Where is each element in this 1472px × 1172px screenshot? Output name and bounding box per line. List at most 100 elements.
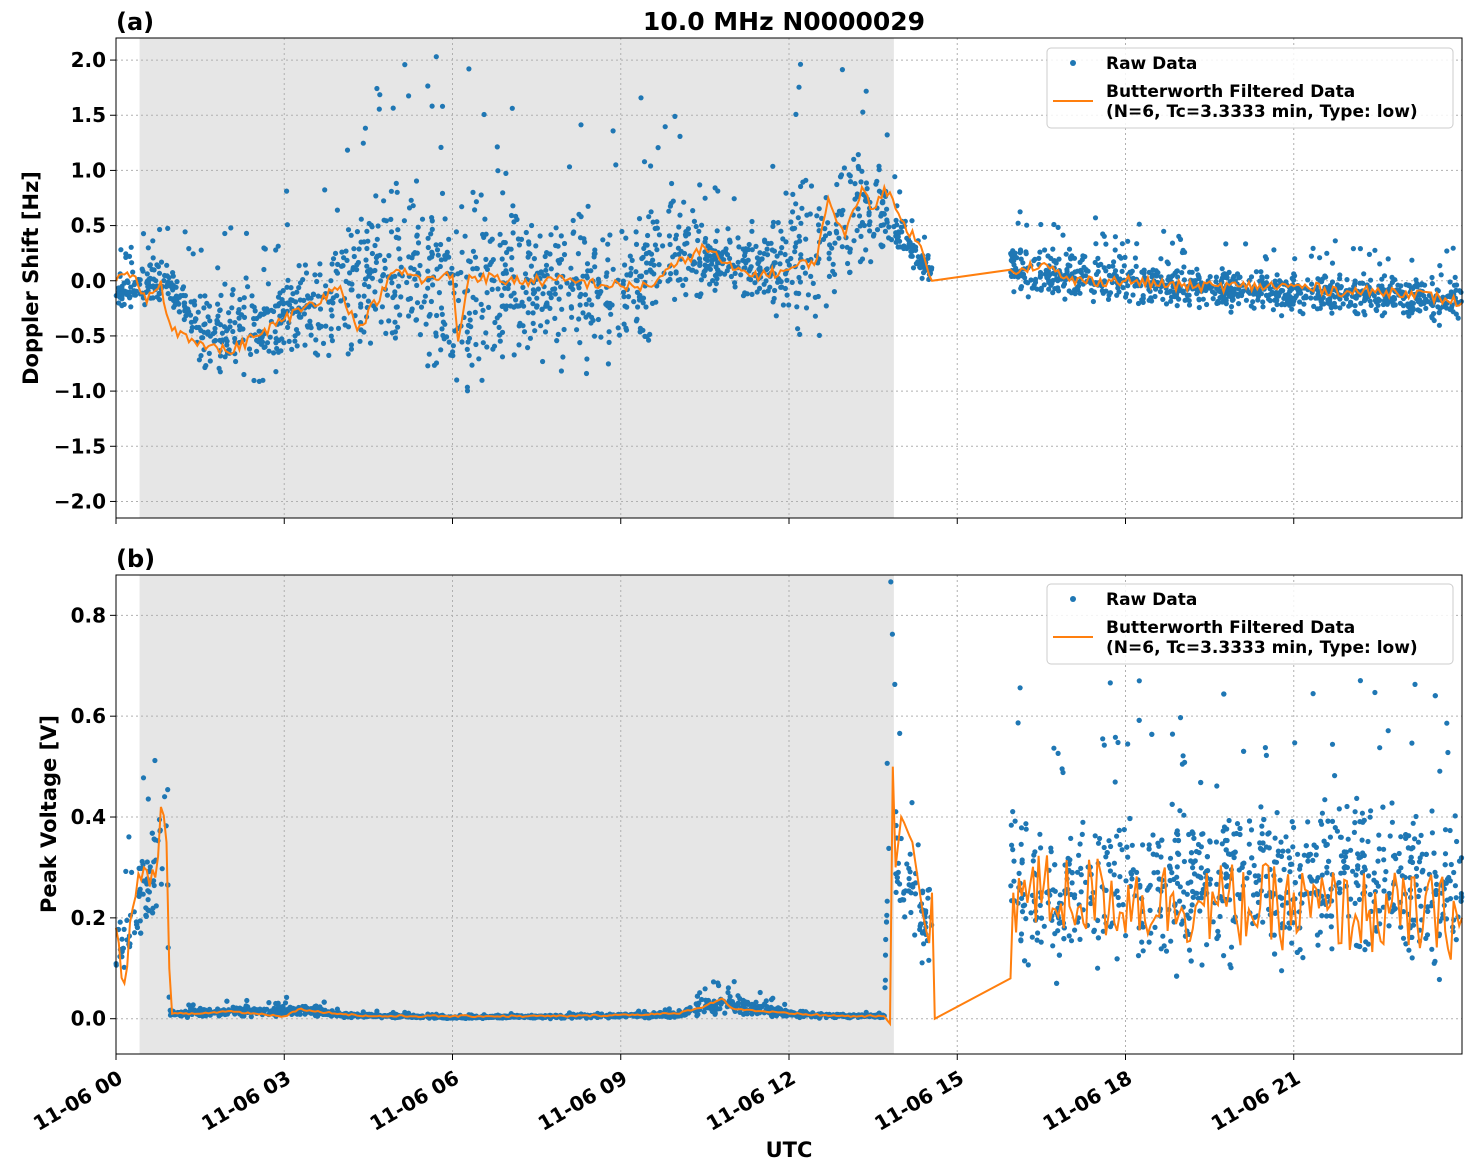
raw-data-point <box>158 259 165 265</box>
raw-data-point <box>1139 297 1145 303</box>
raw-data-point <box>566 291 572 297</box>
raw-data-point <box>146 908 152 914</box>
raw-data-point <box>1415 893 1421 900</box>
raw-data-point <box>1243 241 1249 247</box>
raw-data-point <box>841 165 848 171</box>
raw-data-point <box>216 1012 222 1018</box>
raw-data-point <box>490 257 496 263</box>
raw-data-point <box>1289 940 1295 946</box>
raw-data-point <box>164 281 171 287</box>
raw-data-point <box>284 222 290 228</box>
raw-data-point <box>1120 285 1126 291</box>
raw-data-point <box>243 230 250 236</box>
raw-data-point <box>317 272 323 278</box>
raw-data-point <box>530 301 536 307</box>
raw-data-point <box>847 179 854 185</box>
raw-data-point <box>1214 881 1220 887</box>
raw-data-point <box>1037 249 1043 255</box>
raw-data-point <box>678 248 684 254</box>
raw-data-point <box>438 144 444 150</box>
raw-data-point <box>531 256 538 262</box>
raw-data-point <box>192 316 199 322</box>
raw-data-point <box>1389 800 1395 806</box>
raw-data-point <box>1177 236 1184 242</box>
raw-data-point <box>584 261 591 267</box>
raw-data-point <box>571 229 577 235</box>
raw-data-point <box>218 292 224 298</box>
raw-data-point <box>793 240 799 246</box>
raw-data-point <box>1137 884 1143 890</box>
y-tick-label: 2.0 <box>71 48 106 72</box>
raw-data-point <box>1348 299 1354 305</box>
raw-data-point <box>921 941 927 947</box>
raw-data-point <box>1381 857 1387 863</box>
raw-data-point <box>1186 302 1193 308</box>
raw-data-point <box>1057 892 1063 898</box>
raw-data-point <box>547 305 553 311</box>
raw-data-point <box>1230 297 1236 303</box>
raw-data-point <box>906 888 912 894</box>
raw-data-point <box>315 1013 321 1019</box>
raw-data-point <box>1225 851 1232 857</box>
raw-data-point <box>1072 892 1078 898</box>
raw-data-point <box>1453 895 1459 901</box>
raw-data-point <box>1324 841 1330 848</box>
raw-data-point <box>1165 261 1171 267</box>
raw-data-point <box>1398 834 1404 840</box>
raw-data-point <box>522 271 529 277</box>
raw-data-point <box>1101 278 1108 284</box>
raw-data-point <box>826 230 833 236</box>
raw-data-point <box>783 239 789 245</box>
raw-data-point <box>722 1010 728 1016</box>
raw-data-point <box>1071 255 1078 261</box>
raw-data-point <box>1432 869 1438 876</box>
raw-data-point <box>907 851 913 857</box>
raw-data-point <box>582 292 589 298</box>
raw-data-point <box>731 979 737 985</box>
raw-data-point <box>272 329 278 335</box>
raw-data-point <box>777 261 783 267</box>
raw-data-point <box>1412 836 1418 842</box>
raw-data-point <box>1359 837 1365 843</box>
raw-data-point <box>735 235 741 241</box>
raw-data-point <box>1418 832 1424 839</box>
raw-data-point <box>413 178 420 184</box>
raw-data-point <box>317 306 324 312</box>
raw-data-point <box>1091 289 1097 295</box>
raw-data-point <box>121 280 127 286</box>
raw-data-point <box>323 283 329 289</box>
raw-data-point <box>439 103 446 109</box>
raw-data-point <box>765 288 771 294</box>
raw-data-point <box>823 303 829 309</box>
raw-data-point <box>735 259 741 265</box>
raw-data-point <box>1319 872 1325 878</box>
raw-data-point <box>396 283 402 289</box>
raw-data-point <box>516 342 522 348</box>
raw-data-point <box>374 85 380 92</box>
raw-data-point <box>789 226 795 232</box>
raw-data-point <box>1041 923 1047 929</box>
raw-data-point <box>363 257 369 263</box>
raw-data-point <box>496 324 502 330</box>
raw-data-point <box>553 225 559 231</box>
raw-data-point <box>513 297 519 303</box>
raw-data-point <box>1332 238 1338 244</box>
raw-data-point <box>446 339 452 345</box>
raw-data-point <box>1195 841 1202 848</box>
raw-data-point <box>1368 808 1374 814</box>
raw-data-point <box>133 288 139 294</box>
raw-data-point <box>855 206 861 212</box>
raw-data-point <box>1133 263 1139 269</box>
raw-data-point <box>1244 875 1250 881</box>
raw-data-point <box>510 203 516 209</box>
raw-data-point <box>286 338 292 344</box>
raw-data-point <box>334 270 341 276</box>
raw-data-point <box>1136 678 1142 684</box>
raw-data-point <box>329 261 335 267</box>
raw-data-point <box>508 267 514 273</box>
raw-data-point <box>1025 294 1031 300</box>
raw-data-point <box>713 1004 719 1010</box>
raw-data-point <box>1135 300 1142 307</box>
raw-data-point <box>713 264 719 270</box>
raw-data-point <box>261 266 267 273</box>
